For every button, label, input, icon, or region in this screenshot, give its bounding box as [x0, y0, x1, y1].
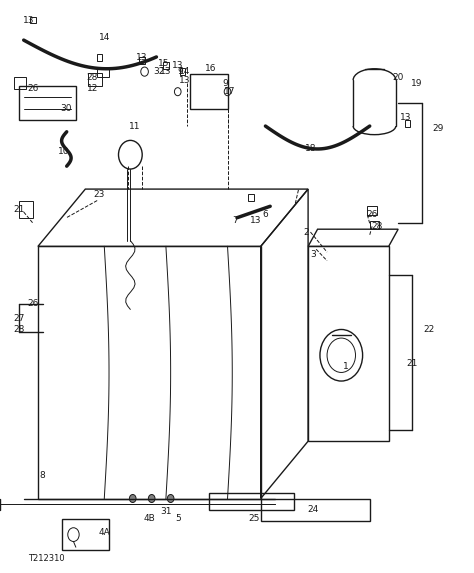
Text: 17: 17: [224, 87, 236, 96]
Text: 11: 11: [129, 121, 141, 131]
Text: 13: 13: [23, 15, 34, 25]
Text: 9: 9: [177, 67, 183, 76]
Text: 30: 30: [61, 104, 72, 113]
Text: 13: 13: [160, 67, 172, 76]
Bar: [97, 67, 109, 77]
Text: 26: 26: [366, 210, 378, 219]
Text: 8: 8: [40, 471, 46, 480]
Text: 1: 1: [343, 362, 349, 371]
Text: 13: 13: [250, 216, 262, 225]
Text: 18: 18: [305, 144, 316, 154]
Text: 22: 22: [423, 325, 435, 334]
Text: 26: 26: [27, 84, 39, 93]
Bar: [139, 57, 145, 64]
Text: 4A: 4A: [99, 528, 110, 537]
Text: 2: 2: [303, 227, 309, 237]
Circle shape: [148, 494, 155, 503]
Text: 13: 13: [172, 61, 183, 70]
Bar: [370, 221, 379, 229]
Text: 28: 28: [371, 222, 383, 231]
Text: 29: 29: [433, 124, 444, 134]
Text: 27: 27: [13, 313, 25, 323]
Bar: [248, 194, 254, 201]
Text: 13: 13: [137, 53, 148, 62]
Text: 19: 19: [411, 79, 423, 88]
Text: 5: 5: [175, 514, 181, 523]
Bar: [163, 62, 169, 69]
Text: 23: 23: [94, 190, 105, 199]
Text: 26: 26: [27, 299, 39, 308]
Bar: [367, 206, 377, 215]
Bar: [30, 17, 36, 23]
Text: 13: 13: [179, 76, 191, 85]
Text: 16: 16: [205, 64, 217, 73]
Text: 25: 25: [248, 514, 259, 523]
Bar: [88, 73, 102, 86]
Text: 28: 28: [13, 325, 25, 334]
Text: 10: 10: [58, 147, 70, 156]
Text: 21: 21: [407, 359, 418, 368]
Text: 31: 31: [160, 507, 172, 516]
Text: 15: 15: [158, 58, 169, 68]
Text: 13: 13: [400, 113, 411, 122]
Text: 14: 14: [99, 33, 110, 42]
Bar: [180, 68, 185, 75]
Text: 3: 3: [310, 250, 316, 260]
Text: T212310: T212310: [28, 554, 65, 563]
Bar: [14, 77, 26, 89]
Text: 6: 6: [263, 210, 268, 219]
Text: 28: 28: [87, 73, 98, 82]
Text: 7: 7: [232, 216, 237, 225]
Bar: [97, 54, 102, 61]
Text: 9: 9: [222, 79, 228, 88]
Text: 32: 32: [153, 67, 164, 76]
Text: 14: 14: [179, 67, 191, 76]
Circle shape: [167, 494, 174, 503]
Text: 4B: 4B: [144, 514, 155, 523]
Text: 24: 24: [307, 505, 319, 515]
Circle shape: [129, 494, 136, 503]
Text: 21: 21: [13, 205, 25, 214]
Text: 20: 20: [392, 73, 404, 82]
Text: 12: 12: [87, 84, 98, 93]
Bar: [405, 120, 410, 127]
